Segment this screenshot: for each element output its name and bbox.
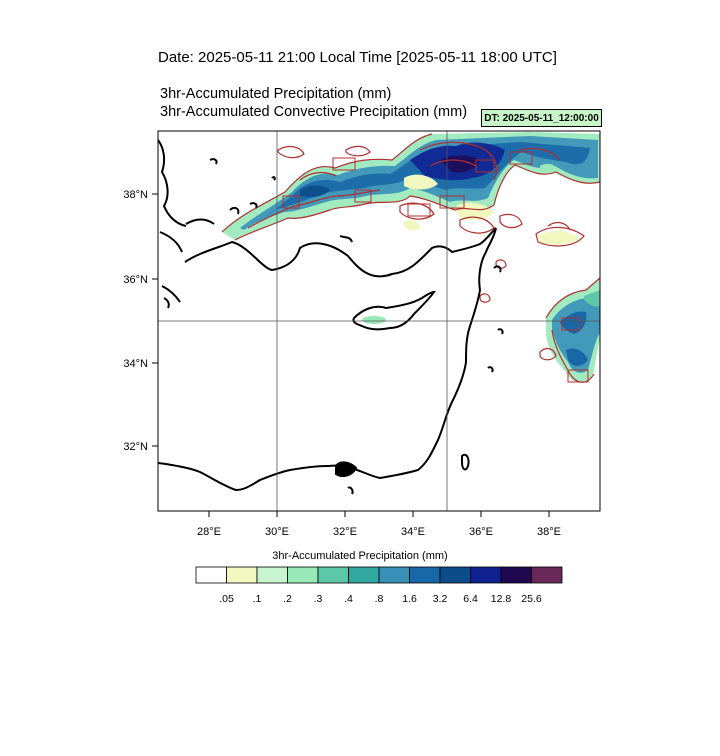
colorbar-title: 3hr-Accumulated Precipitation (mm) [272,550,448,562]
lat-tick-label: 38°N [123,189,148,201]
lat-tick-label: 32°N [123,441,148,453]
colorbar [195,566,563,584]
colorbar-label: .4 [344,593,353,605]
lat-tick-label: 34°N [123,358,148,370]
lon-tick-label: 28°E [197,526,221,538]
colorbar-swatch [439,566,471,584]
colorbar-label: .8 [374,593,384,605]
contour-label-boxes [282,151,589,383]
convective-contours [221,133,600,383]
colorbar-label: .05 [219,593,234,605]
colorbar-swatch [287,566,319,584]
colorbar-swatch [531,566,563,584]
page-title: Date: 2025-05-11 21:00 Local Time [2025-… [158,49,557,66]
colorbar-swatch [500,566,532,584]
colorbar-labels: .05 .1 .2 .3 .4 .8 1.6 3.2 6.4 12.8 25.6 [0,593,720,607]
colorbar-swatch [195,566,227,584]
lon-tick-label: 38°E [537,526,561,538]
colorbar-label: 1.6 [402,593,417,605]
map-frame [157,130,601,512]
lon-tick-label: 32°E [333,526,357,538]
lon-tick-label: 36°E [469,526,493,538]
lon-tick-label: 34°E [401,526,425,538]
colorbar-label: .1 [252,593,262,605]
colorbar-label: 3.2 [432,593,448,605]
subtitle-precipitation: 3hr-Accumulated Precipitation (mm) [160,86,392,102]
subtitle-convective: 3hr-Accumulated Convective Precipitation… [160,104,468,120]
colorbar-swatch [317,566,349,584]
colorbar-swatch [348,566,380,584]
colorbar-label: 6.4 [463,593,478,605]
colorbar-swatch [256,566,288,584]
axis-ticks [152,193,550,517]
colorbar-label: 12.8 [490,593,512,605]
coastlines [158,139,504,495]
colorbar-label: .3 [313,593,323,605]
gridlines [158,131,600,511]
precip-patch-cyprus [362,316,386,324]
colorbar-swatch [470,566,502,584]
precip-field-north [222,132,600,245]
map-plot-area [158,131,600,511]
lat-tick-label: 36°N [123,274,148,286]
dt-badge: DT: 2025-05-11_12:00:00 [481,109,602,127]
colorbar-swatch [409,566,441,584]
colorbar-label: 25.6 [521,593,542,605]
colorbar-swatch [378,566,410,584]
colorbar-label: .2 [283,593,292,605]
colorbar-swatch [226,566,258,584]
lon-tick-label: 30°E [265,526,289,538]
